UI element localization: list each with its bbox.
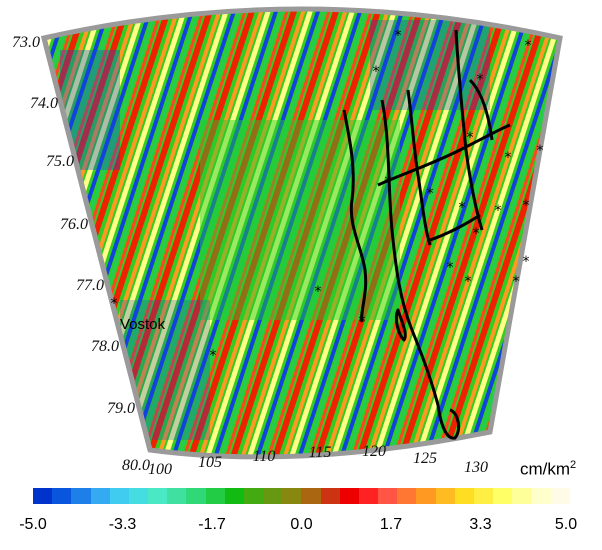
marker-5: *: [467, 130, 474, 146]
colorbar-swatch: [320, 488, 340, 504]
lat-label-75: 75.0: [46, 153, 74, 170]
marker-21: *: [111, 296, 118, 312]
blue-patch-nw: [60, 50, 120, 170]
lat-label-73: 73.0: [12, 34, 40, 51]
colorbar-swatch: [550, 488, 570, 504]
colorbar-swatch: [90, 488, 110, 504]
colorbar-swatch: [263, 488, 283, 504]
colorbar-swatch: [454, 488, 474, 504]
colorbar-swatch: [435, 488, 455, 504]
marker-11: *: [495, 203, 502, 219]
colorbar-swatch: [205, 488, 225, 504]
marker-6: *: [537, 143, 544, 159]
lat-label-78: 78.0: [91, 338, 119, 355]
lat-label-80: 80.0: [122, 457, 150, 474]
colorbar-swatch: [531, 488, 551, 504]
colorbar-tick-4: 0.0: [290, 516, 313, 533]
marker-15: *: [523, 254, 530, 270]
colorbar-swatch: [243, 488, 264, 504]
marker-19: *: [359, 314, 366, 330]
colorbar-tick-3: -1.7: [198, 516, 226, 533]
colorbar-tick-7: 5.0: [554, 516, 578, 533]
colorbar-swatch: [358, 488, 379, 504]
colorbar-swatch: [301, 488, 321, 504]
marker-10: *: [459, 200, 466, 216]
marker-16: *: [513, 274, 520, 290]
subglacial-lake-outlines: [342, 29, 511, 440]
marker-2: *: [373, 64, 380, 80]
colorbar-swatch: [71, 488, 91, 504]
lake-outline-7: [468, 78, 494, 141]
map-background: [44, 9, 560, 457]
lat-label-76: 76.0: [60, 216, 88, 233]
vostok-label: Vostok: [120, 316, 166, 333]
colorbar-tick-1: -5.0: [19, 516, 47, 533]
colorbar-swatch: [52, 488, 72, 504]
colorbar-swatch: [109, 488, 129, 504]
marker-13: *: [473, 226, 480, 242]
colorbar-swatch: [473, 488, 494, 504]
marker-9: *: [427, 186, 434, 202]
longitude-labels: 100 105 110 115 120 125 130: [148, 443, 488, 478]
lake-outline-2: [380, 99, 461, 440]
lon-label-115: 115: [309, 444, 332, 461]
colorbar-tick-5: 1.7: [379, 516, 403, 533]
colorbar-swatch: [282, 488, 302, 504]
colorbar-tick-6: 3.3: [469, 516, 492, 533]
colorbar: [33, 488, 570, 504]
lon-label-130: 130: [464, 459, 488, 476]
marker-20: *: [210, 348, 217, 364]
marker-17: *: [465, 274, 472, 290]
map-sector: [40, 6, 563, 460]
latitude-labels: 73.0 74.0 75.0 76.0 77.0 78.0 79.0 80.0: [12, 34, 150, 474]
colorbar-swatch: [397, 488, 417, 504]
colorbar-swatch: [416, 488, 436, 504]
lake-outline-1: [342, 109, 368, 323]
colorbar-swatch: [378, 488, 398, 504]
map-border-left: [41, 37, 153, 451]
colorbar-swatch: [167, 488, 187, 504]
lake-outline-8: [429, 213, 481, 242]
lake-outline-4: [406, 89, 432, 246]
lat-label-77: 77.0: [76, 277, 104, 294]
colorbar-swatch: [148, 488, 168, 504]
unit-base: cm/km: [520, 459, 571, 479]
colorbar-swatch: [493, 488, 513, 504]
colorbar-swatch: [128, 488, 149, 504]
marker-8: *: [385, 174, 392, 190]
colorbar-swatch: [224, 488, 244, 504]
marker-7: *: [505, 150, 512, 166]
lon-label-105: 105: [198, 454, 222, 471]
colorbar-ticks: -5.0 -3.3 -1.7 0.0 1.7 3.3 5.0: [0, 516, 602, 540]
colorbar-swatch: [512, 488, 532, 504]
lat-label-79: 79.0: [107, 400, 135, 417]
marker-1: *: [395, 28, 402, 44]
survey-markers: * * * * * * * * * * * * * * * * * * * * …: [111, 28, 544, 364]
blue-patch-ne: [370, 20, 490, 110]
marker-18: *: [315, 284, 322, 300]
lake-outline-3: [394, 308, 407, 342]
lon-label-100: 100: [148, 461, 172, 478]
colorbar-unit: cm/km2: [520, 459, 576, 480]
marker-4: *: [477, 72, 484, 88]
lon-label-110: 110: [253, 448, 276, 465]
lake-outline-5: [454, 29, 484, 231]
colorbar-tick-2: -3.3: [108, 516, 137, 533]
unit-exponent: 2: [570, 459, 577, 471]
lon-label-120: 120: [362, 443, 386, 460]
marker-12: *: [523, 198, 530, 214]
marker-14: *: [447, 260, 454, 276]
lake-outline-6: [377, 123, 511, 187]
colorbar-swatch: [186, 488, 206, 504]
lon-label-125: 125: [413, 450, 437, 467]
lat-label-74: 74.0: [30, 95, 58, 112]
map-outline: [40, 6, 563, 460]
colorbar-swatch: [33, 488, 53, 504]
marker-3: *: [525, 38, 532, 54]
green-central-zone: [200, 120, 400, 320]
colorbar-swatch: [339, 488, 359, 504]
